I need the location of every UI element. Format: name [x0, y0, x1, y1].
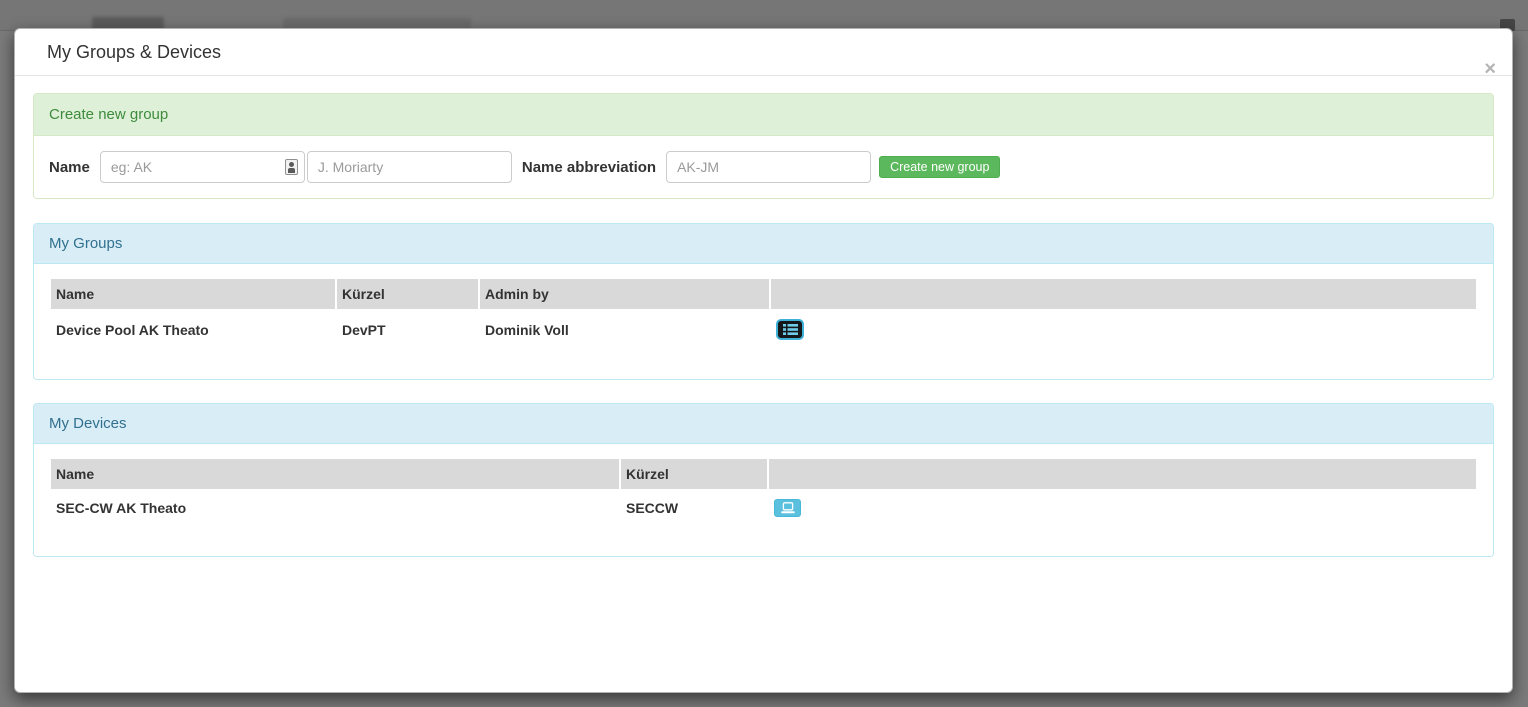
- column-admin-by: Admin by: [480, 279, 769, 309]
- obscured-nav-text: [283, 18, 471, 29]
- modal-body: Create new group Name Name abbreviation …: [15, 76, 1512, 598]
- group-name-cell: Device Pool AK Theato: [56, 321, 209, 338]
- create-group-button[interactable]: Create new group: [879, 156, 1001, 178]
- column-actions: [771, 279, 1476, 309]
- column-kuerzel: Kürzel: [621, 459, 767, 489]
- my-groups-heading: My Groups: [34, 224, 1493, 264]
- column-actions: [769, 459, 1476, 489]
- group-kuerzel-cell: DevPT: [342, 321, 386, 338]
- my-devices-panel: My Devices Name Kürzel SEC-CW AK Theato …: [33, 403, 1494, 557]
- name-label: Name: [49, 158, 90, 176]
- create-group-heading: Create new group: [34, 94, 1493, 136]
- device-kuerzel-cell: SECCW: [626, 500, 679, 516]
- group-actions-cell: [771, 309, 1476, 346]
- group-list-icon: [782, 324, 798, 335]
- create-group-panel: Create new group Name Name abbreviation …: [33, 93, 1494, 199]
- group-admin-cell: Dominik Voll: [485, 321, 569, 338]
- table-row: Device Pool AK Theato DevPT Dominik Voll: [51, 309, 1476, 346]
- column-name: Name: [51, 279, 335, 309]
- close-icon[interactable]: ×: [1484, 58, 1496, 80]
- laptop-icon: [780, 502, 796, 514]
- open-device-button[interactable]: [774, 499, 801, 517]
- group-name-input[interactable]: [99, 151, 305, 183]
- my-groups-table: Name Kürzel Admin by Device Pool AK Thea…: [49, 279, 1478, 346]
- my-groups-devices-modal: My Groups & Devices × Create new group N…: [14, 28, 1513, 693]
- autofill-icon[interactable]: [284, 159, 298, 175]
- modal-title: My Groups & Devices: [47, 42, 222, 62]
- admin-name-input[interactable]: [306, 151, 512, 183]
- obscured-brand-text: [92, 17, 164, 30]
- obscured-page-navbar: [0, 0, 1528, 31]
- my-devices-heading: My Devices: [34, 404, 1493, 444]
- device-actions-cell: [769, 489, 1476, 523]
- my-devices-table: Name Kürzel SEC-CW AK Theato SECCW: [49, 459, 1478, 523]
- abbreviation-label: Name abbreviation: [521, 158, 657, 176]
- table-header-row: Name Kürzel Admin by: [51, 279, 1476, 309]
- modal-header: My Groups & Devices ×: [15, 29, 1512, 80]
- column-name: Name: [51, 459, 619, 489]
- device-name-cell: SEC-CW AK Theato: [56, 500, 187, 516]
- abbreviation-input[interactable]: [666, 151, 872, 183]
- table-row: SEC-CW AK Theato SECCW: [51, 489, 1476, 523]
- show-group-devices-button[interactable]: [776, 319, 804, 340]
- table-header-row: Name Kürzel: [51, 459, 1476, 489]
- create-group-form: Name Name abbreviation Create new group: [49, 151, 1478, 183]
- column-kuerzel: Kürzel: [337, 279, 478, 309]
- my-groups-panel: My Groups Name Kürzel Admin by Device Po…: [33, 223, 1494, 380]
